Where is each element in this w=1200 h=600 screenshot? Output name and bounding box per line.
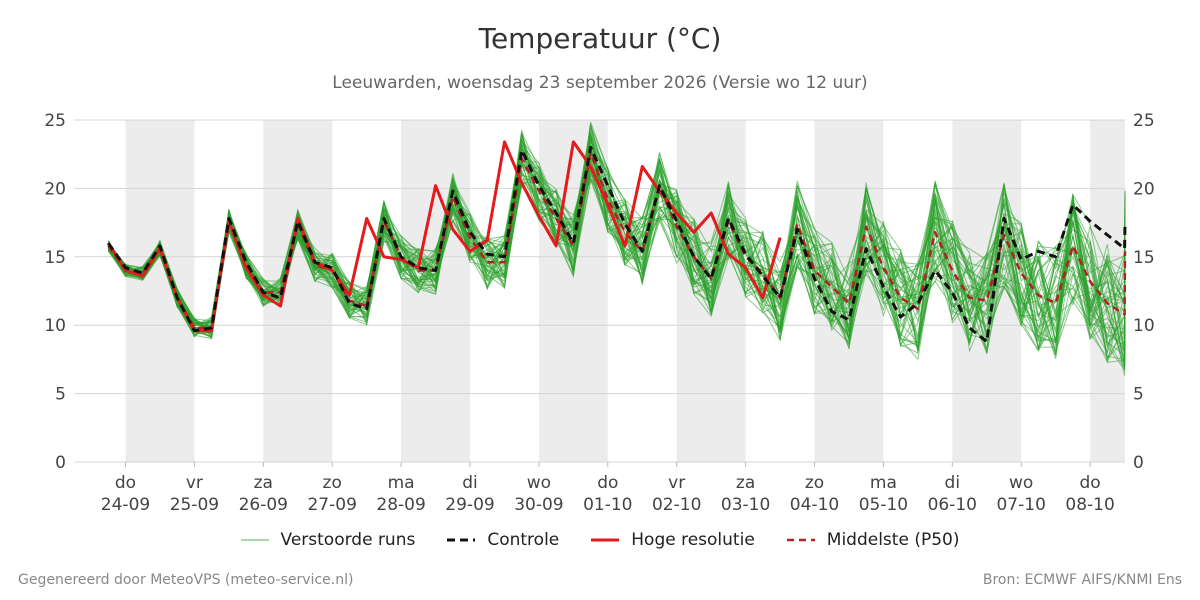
y-tick-label-left: 10: [44, 316, 66, 336]
x-tick-label-date: 29-09: [445, 495, 494, 515]
chart-subtitle: Leeuwarden, woensdag 23 september 2026 (…: [332, 73, 868, 93]
y-tick-label-left: 0: [55, 453, 66, 473]
x-tick-label-date: 25-09: [170, 495, 219, 515]
y-tick-label-right: 15: [1133, 248, 1155, 268]
x-tick-label-date: 30-09: [514, 495, 563, 515]
x-tick-label-day: do: [597, 473, 618, 493]
legend: Verstoorde runs Controle Hoge resolutie …: [0, 530, 1200, 550]
x-tick-label-day: zo: [323, 473, 342, 493]
x-tick-label-day: vr: [668, 473, 685, 493]
legend-label-high-res: Hoge resolutie: [631, 530, 755, 550]
legend-item-ensemble: Verstoorde runs: [240, 530, 416, 550]
x-tick-label-date: 08-10: [1065, 495, 1114, 515]
x-tick-label-day: di: [945, 473, 961, 493]
x-tick-label-date: 05-10: [859, 495, 908, 515]
x-tick-label-date: 06-10: [928, 495, 977, 515]
legend-item-high-res: Hoge resolutie: [591, 530, 755, 550]
x-tick-label-day: di: [462, 473, 478, 493]
x-tick-label-date: 03-10: [721, 495, 770, 515]
legend-label-median: Middelste (P50): [826, 530, 960, 550]
day-band: [125, 120, 195, 462]
chart-title: Temperatuur (°C): [478, 22, 722, 55]
x-tick-label-day: wo: [527, 473, 551, 493]
x-tick-label-day: do: [115, 473, 136, 493]
x-tick-label-day: vr: [186, 473, 203, 493]
legend-item-control: Controle: [447, 530, 559, 550]
x-tick-label-day: za: [254, 473, 273, 493]
x-tick-label-date: 27-09: [307, 495, 356, 515]
x-tick-label-date: 26-09: [239, 495, 288, 515]
legend-swatch-ensemble: [240, 539, 269, 541]
legend-label-control: Controle: [487, 530, 560, 550]
x-tick-label-day: ma: [870, 473, 897, 493]
y-tick-label-right: 5: [1133, 385, 1144, 405]
x-tick-label-date: 24-09: [101, 495, 150, 515]
y-tick-label-right: 25: [1133, 111, 1155, 131]
x-tick-label-date: 01-10: [583, 495, 632, 515]
x-tick-label-date: 28-09: [376, 495, 425, 515]
y-tick-label-right: 10: [1133, 316, 1155, 336]
legend-item-median: Middelste (P50): [786, 530, 960, 550]
y-tick-label-left: 15: [44, 248, 66, 268]
x-tick-label-day: wo: [1009, 473, 1033, 493]
x-tick-label-date: 04-10: [790, 495, 839, 515]
x-tick-label-date: 07-10: [996, 495, 1045, 515]
y-tick-label-right: 20: [1133, 179, 1155, 199]
x-tick-label-date: 02-10: [652, 495, 701, 515]
legend-label-ensemble: Verstoorde runs: [280, 530, 416, 550]
legend-swatch-high-res: [591, 538, 620, 542]
y-tick-label-left: 5: [55, 385, 66, 405]
y-tick-label-right: 0: [1133, 453, 1144, 473]
legend-swatch-control: [447, 538, 476, 542]
legend-swatch-median: [786, 538, 815, 542]
x-tick-label-day: zo: [805, 473, 824, 493]
footer-generated-by: Gegenereerd door MeteoVPS (meteo-service…: [18, 572, 354, 588]
x-tick-label-day: za: [736, 473, 755, 493]
ensemble-member-line: [107, 152, 1126, 372]
x-tick-label-day: ma: [388, 473, 415, 493]
y-tick-label-left: 25: [44, 111, 66, 131]
footer-source: Bron: ECMWF AIFS/KNMI Ens: [982, 572, 1182, 588]
x-tick-label-day: do: [1079, 473, 1100, 493]
y-tick-label-left: 20: [44, 179, 66, 199]
